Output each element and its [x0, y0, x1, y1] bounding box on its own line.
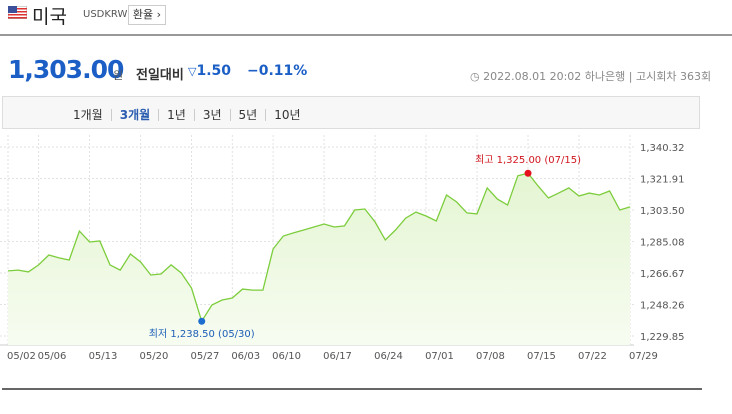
timestamp: 2022.08.01 20:02	[483, 70, 582, 83]
price: 1,303.00	[8, 55, 124, 84]
y-tick-label: 1,321.91	[640, 175, 685, 186]
button-label: 환율	[132, 8, 154, 21]
country: 미국	[32, 6, 67, 28]
unit: 원	[113, 69, 124, 82]
area	[8, 173, 630, 345]
bottom-divider	[2, 388, 702, 390]
x-tick-label: 06/17	[323, 351, 352, 362]
x-tick-label: 05/20	[140, 351, 169, 362]
x-tick-label: 05/13	[89, 351, 118, 362]
x-tick-label: 07/22	[578, 351, 607, 362]
x-tick-label: 05/27	[191, 351, 220, 362]
period-tab[interactable]: 1개월	[73, 108, 103, 122]
bank: 하나은행	[584, 70, 626, 83]
max-annotation: 최고 1,325.00 (07/15)	[475, 154, 581, 166]
period-tab[interactable]: 5년	[229, 109, 266, 121]
min-annotation: 최저 1,238.50 (05/30)	[149, 328, 255, 340]
y-tick-label: 1,340.32	[640, 143, 685, 154]
change-value: 1.50	[196, 63, 232, 79]
divider	[0, 34, 732, 36]
min-marker	[198, 317, 206, 325]
x-tick-label: 07/01	[425, 351, 454, 362]
y-tick-label: 1,303.50	[640, 206, 685, 217]
y-tick-label: 1,248.26	[640, 301, 685, 312]
y-tick-label: 1,229.85	[640, 332, 685, 343]
x-tick-label: 05/06	[38, 351, 67, 362]
period-tab[interactable]: 3년	[193, 109, 230, 121]
chart: 1,229.85 1,248.26 1,266.67 1,285.08 1,303.50…	[0, 135, 685, 362]
x-tick-label: 06/03	[231, 351, 260, 362]
period-tab[interactable]: 1년	[158, 109, 194, 121]
round: 고시회차 363회	[635, 70, 712, 83]
y-tick-label: 1,285.08	[640, 238, 685, 249]
x-tick-label: 06/24	[374, 351, 403, 362]
y-tick-label: 1,266.67	[640, 269, 685, 280]
period-tab[interactable]: 3개월	[110, 109, 158, 121]
meta: ◷ 2022.08.01 20:02 하나은행 | 고시회차 363회	[470, 70, 712, 83]
code: USDKRW	[83, 9, 128, 20]
tabs: 1개월 3개월 1년 3년 5년 10년	[2, 96, 700, 129]
x-tick-label: 06/10	[272, 351, 301, 362]
x-tick-label: 07/29	[629, 351, 658, 362]
max-marker	[524, 169, 532, 177]
flag-icon	[8, 6, 27, 19]
change-label: 전일대비	[136, 68, 184, 83]
x-tick-label: 05/02	[7, 351, 36, 362]
x-tick-label: 07/08	[476, 351, 505, 362]
period-tab[interactable]: 10년	[265, 109, 308, 121]
change-pct: −0.11%	[247, 63, 308, 79]
x-tick-label: 07/15	[527, 351, 556, 362]
change: ▽1.50	[188, 63, 232, 79]
rate-button[interactable]: 환율 ›	[128, 5, 166, 25]
